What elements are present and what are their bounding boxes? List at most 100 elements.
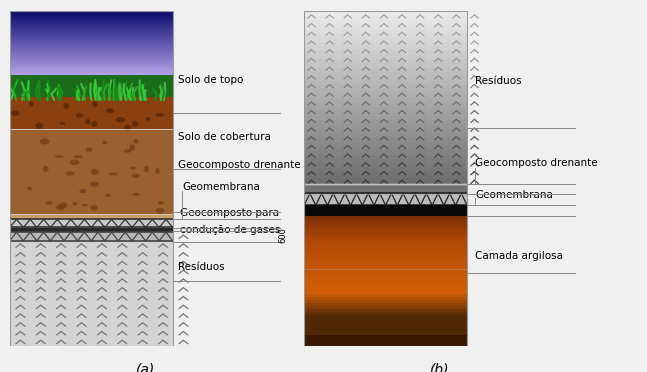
Bar xyxy=(304,150,467,155)
Bar xyxy=(10,50,173,51)
Bar xyxy=(304,85,467,90)
Bar xyxy=(304,155,467,159)
Bar xyxy=(304,29,467,33)
Bar xyxy=(304,181,467,185)
Bar xyxy=(10,54,173,55)
Bar xyxy=(10,28,173,29)
Bar xyxy=(304,246,467,248)
Bar xyxy=(304,142,467,146)
Bar xyxy=(304,172,467,177)
Bar xyxy=(304,240,467,243)
Bar xyxy=(10,68,173,70)
Bar xyxy=(10,56,173,57)
Bar xyxy=(10,62,173,64)
Ellipse shape xyxy=(70,160,80,165)
Bar xyxy=(10,31,173,32)
Bar xyxy=(10,46,173,48)
Ellipse shape xyxy=(146,117,150,121)
Text: condução de gases: condução de gases xyxy=(180,225,280,235)
Text: (b): (b) xyxy=(430,363,450,372)
Bar xyxy=(10,27,173,28)
Ellipse shape xyxy=(105,108,115,113)
Ellipse shape xyxy=(45,201,53,205)
Bar xyxy=(10,20,173,22)
Ellipse shape xyxy=(63,103,69,109)
Bar xyxy=(10,33,173,34)
Bar xyxy=(10,22,173,23)
Bar xyxy=(10,39,173,40)
Ellipse shape xyxy=(105,194,111,197)
Ellipse shape xyxy=(93,101,98,107)
Bar xyxy=(304,267,467,270)
Text: (a): (a) xyxy=(136,363,155,372)
Bar xyxy=(304,24,467,29)
Bar xyxy=(10,43,173,44)
Bar xyxy=(10,42,173,43)
Bar xyxy=(10,64,173,65)
Bar xyxy=(304,11,467,16)
Bar xyxy=(10,25,173,26)
Text: Solo de cobertura: Solo de cobertura xyxy=(178,132,271,142)
Ellipse shape xyxy=(85,119,91,125)
Text: Geomembrana: Geomembrana xyxy=(182,182,260,192)
Bar xyxy=(304,111,467,116)
Bar xyxy=(304,288,467,291)
Bar xyxy=(304,227,467,231)
Ellipse shape xyxy=(144,166,149,172)
Bar xyxy=(304,318,467,321)
Ellipse shape xyxy=(91,121,97,127)
Ellipse shape xyxy=(82,204,87,206)
Bar xyxy=(304,59,467,63)
Bar xyxy=(304,46,467,50)
Bar xyxy=(304,333,467,336)
Ellipse shape xyxy=(124,149,131,153)
Bar xyxy=(10,48,173,49)
Bar xyxy=(304,11,467,346)
Bar xyxy=(304,254,467,257)
Bar xyxy=(304,294,467,297)
Ellipse shape xyxy=(54,155,64,158)
Bar xyxy=(304,215,467,218)
Bar xyxy=(304,184,467,194)
Bar xyxy=(304,237,467,240)
Bar xyxy=(10,32,173,33)
Bar xyxy=(10,75,173,76)
Bar xyxy=(304,103,467,107)
Bar xyxy=(304,177,467,181)
Bar xyxy=(304,159,467,164)
Bar xyxy=(304,297,467,300)
Bar xyxy=(304,16,467,20)
Ellipse shape xyxy=(56,205,65,210)
Bar xyxy=(304,260,467,264)
Bar xyxy=(10,61,173,62)
Bar xyxy=(304,98,467,103)
Ellipse shape xyxy=(132,193,140,196)
Ellipse shape xyxy=(109,173,118,175)
Bar xyxy=(10,60,173,61)
Bar xyxy=(304,248,467,251)
Bar xyxy=(10,15,173,16)
Text: Geocomposto para: Geocomposto para xyxy=(180,208,279,218)
Bar xyxy=(304,309,467,312)
Ellipse shape xyxy=(80,189,87,193)
Ellipse shape xyxy=(130,167,136,170)
Bar xyxy=(10,231,173,241)
Bar xyxy=(10,70,173,71)
Bar xyxy=(304,251,467,254)
Bar xyxy=(10,49,173,50)
Bar xyxy=(10,74,173,75)
Bar xyxy=(10,38,173,39)
Bar xyxy=(304,324,467,327)
Bar xyxy=(304,300,467,303)
Ellipse shape xyxy=(91,205,98,211)
Text: Solo de topo: Solo de topo xyxy=(178,75,243,85)
Bar xyxy=(10,75,173,100)
Bar xyxy=(10,57,173,58)
Ellipse shape xyxy=(76,113,83,118)
Bar xyxy=(10,11,173,12)
Bar xyxy=(10,34,173,35)
Bar xyxy=(304,303,467,306)
Bar xyxy=(304,50,467,55)
Bar xyxy=(304,279,467,282)
Bar xyxy=(10,24,173,25)
